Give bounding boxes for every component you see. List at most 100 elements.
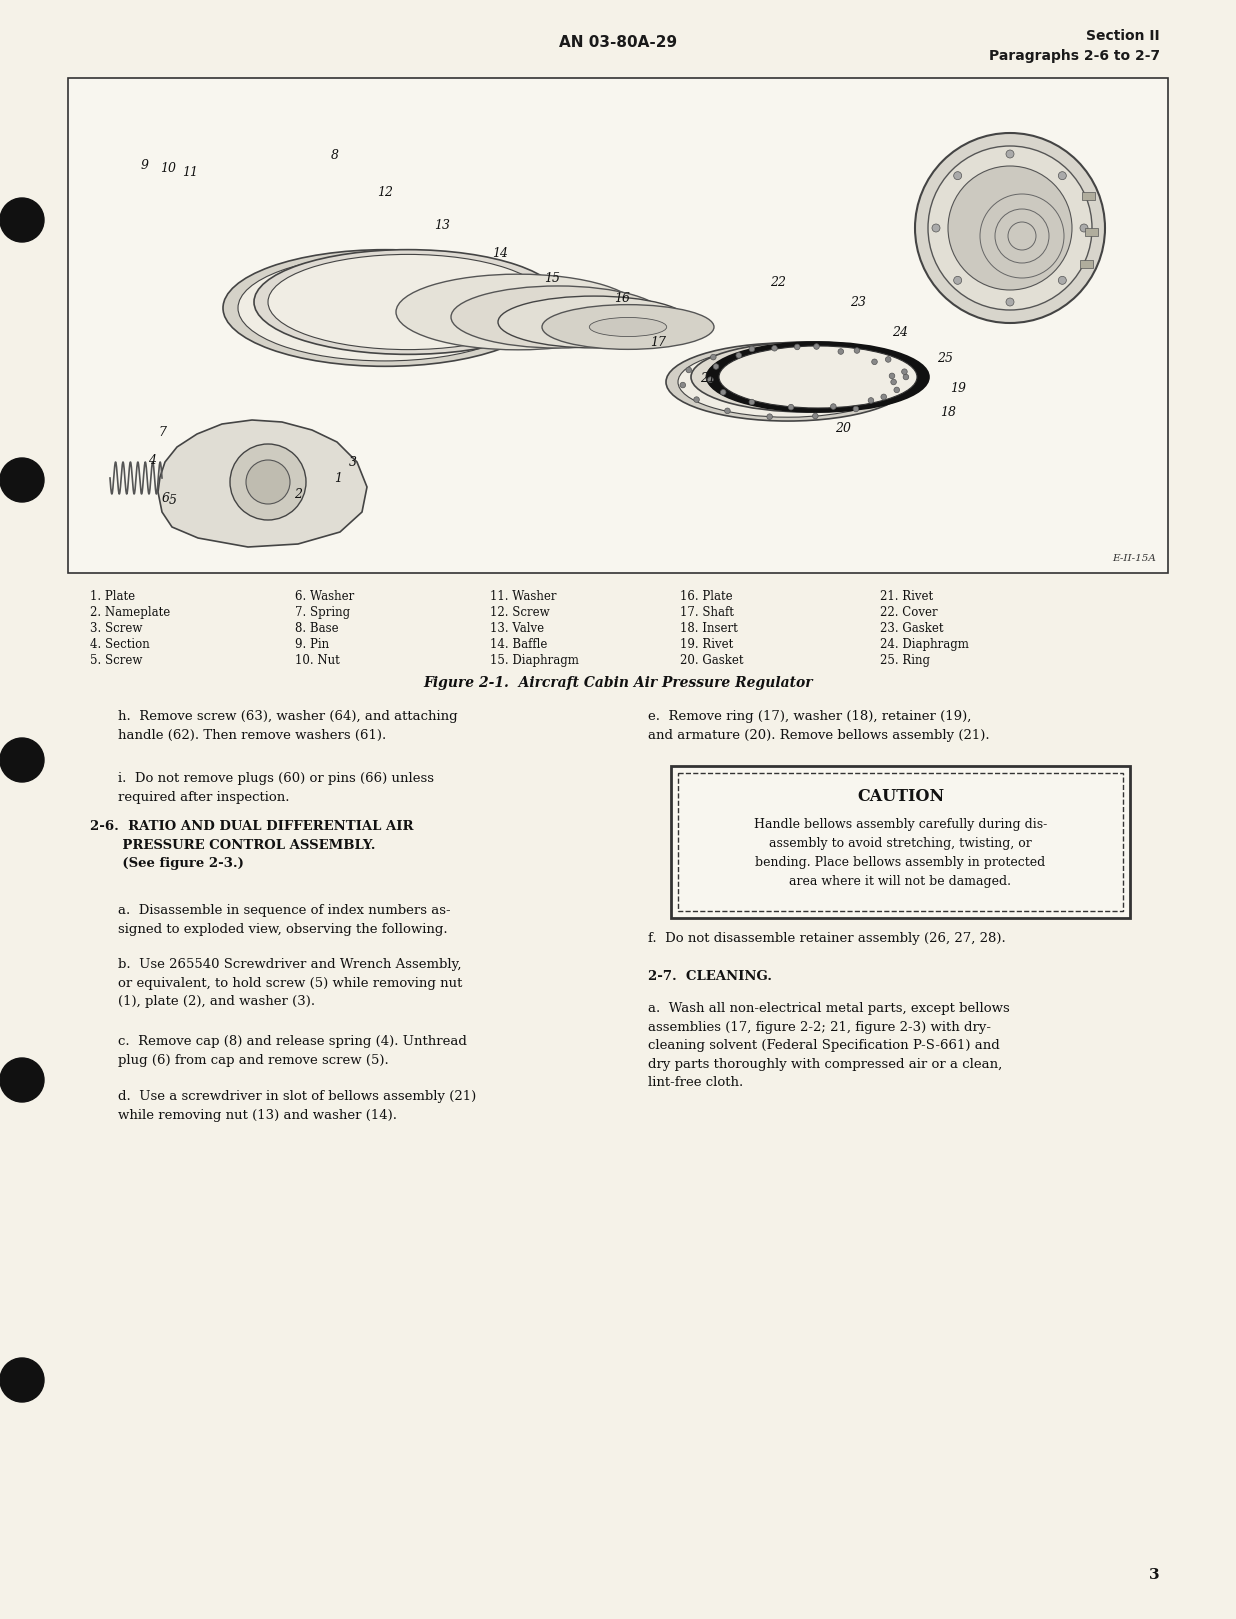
Text: h.  Remove screw (63), washer (64), and attaching
handle (62). Then remove washe: h. Remove screw (63), washer (64), and a… [117,711,457,742]
Circle shape [871,359,878,364]
Circle shape [1058,172,1067,180]
Circle shape [749,346,755,351]
Circle shape [0,458,44,502]
Circle shape [1058,277,1067,285]
Text: Figure 2-1.  Aircraft Cabin Air Pressure Regulator: Figure 2-1. Aircraft Cabin Air Pressure … [423,677,813,690]
Text: e.  Remove ring (17), washer (18), retainer (19),
and armature (20). Remove bell: e. Remove ring (17), washer (18), retain… [648,711,990,742]
Text: 4: 4 [148,453,156,466]
Text: 24: 24 [892,325,908,338]
Text: 23. Gasket: 23. Gasket [880,622,943,635]
Text: 21: 21 [700,371,716,384]
Text: 10. Nut: 10. Nut [295,654,340,667]
Circle shape [0,1358,44,1402]
Text: Handle bellows assembly carefully during dis-
assembly to avoid stretching, twis: Handle bellows assembly carefully during… [754,818,1047,887]
Text: 23: 23 [850,296,866,309]
Text: 13. Valve: 13. Valve [489,622,544,635]
Circle shape [885,356,891,363]
Text: 15. Diaphragm: 15. Diaphragm [489,654,578,667]
Text: Paragraphs 2-6 to 2-7: Paragraphs 2-6 to 2-7 [989,49,1161,63]
Circle shape [838,348,844,355]
Ellipse shape [707,342,929,411]
Text: 3. Screw: 3. Screw [90,622,142,635]
Text: 8: 8 [331,149,339,162]
Circle shape [724,408,730,413]
Circle shape [894,387,900,393]
Circle shape [928,146,1091,309]
Text: 12: 12 [377,186,393,199]
Text: 10: 10 [159,162,176,175]
Circle shape [889,372,895,379]
Circle shape [1006,151,1014,159]
Circle shape [721,390,726,395]
Circle shape [954,277,962,285]
Circle shape [891,379,896,385]
Circle shape [0,738,44,782]
Circle shape [246,460,290,504]
Text: 3: 3 [1149,1567,1161,1582]
Ellipse shape [498,296,690,348]
Ellipse shape [691,342,925,413]
Text: 22: 22 [770,275,786,288]
Ellipse shape [590,317,666,337]
Text: AN 03-80A-29: AN 03-80A-29 [559,34,677,50]
Text: 14: 14 [492,246,508,259]
Text: 18. Insert: 18. Insert [680,622,738,635]
Text: 6. Washer: 6. Washer [295,589,355,602]
Ellipse shape [719,346,917,408]
Text: a.  Wash all non-electrical metal parts, except bellows
assemblies (17, figure 2: a. Wash all non-electrical metal parts, … [648,1002,1010,1090]
Circle shape [854,348,860,353]
Ellipse shape [679,346,899,418]
Text: 1: 1 [334,471,342,484]
Bar [1082,193,1095,201]
Ellipse shape [222,249,548,366]
Ellipse shape [543,304,714,350]
Text: 8. Base: 8. Base [295,622,339,635]
Text: 16: 16 [614,291,630,304]
Text: 11: 11 [182,165,198,178]
Circle shape [789,405,794,410]
Circle shape [904,374,908,380]
Text: 17: 17 [650,335,666,348]
Circle shape [954,172,962,180]
Ellipse shape [451,287,665,348]
FancyBboxPatch shape [671,766,1130,918]
Ellipse shape [666,343,910,421]
Text: 19: 19 [950,382,967,395]
Text: 4. Section: 4. Section [90,638,150,651]
Ellipse shape [509,304,606,330]
Circle shape [713,364,719,369]
Text: 2. Nameplate: 2. Nameplate [90,606,171,618]
Text: 21. Rivet: 21. Rivet [880,589,933,602]
Circle shape [812,413,818,419]
Bar [68,78,1168,573]
Ellipse shape [551,311,638,334]
Circle shape [766,414,772,419]
Circle shape [1080,223,1088,232]
Circle shape [853,406,859,411]
Circle shape [813,343,819,350]
Text: 9: 9 [141,159,150,172]
Text: 15: 15 [544,272,560,285]
Circle shape [693,397,700,403]
Circle shape [686,368,692,372]
Text: 7: 7 [158,426,166,439]
Circle shape [831,403,836,410]
Ellipse shape [268,254,548,350]
Text: 22. Cover: 22. Cover [880,606,938,618]
Ellipse shape [255,249,562,355]
Text: a.  Disassemble in sequence of index numbers as-
signed to exploded view, observ: a. Disassemble in sequence of index numb… [117,903,451,936]
Text: 25. Ring: 25. Ring [880,654,929,667]
Text: 5. Screw: 5. Screw [90,654,142,667]
Text: 1. Plate: 1. Plate [90,589,135,602]
Text: 20. Gasket: 20. Gasket [680,654,744,667]
Text: 2-7.  CLEANING.: 2-7. CLEANING. [648,970,772,983]
Circle shape [0,198,44,241]
Text: 2: 2 [294,487,302,500]
Text: 16. Plate: 16. Plate [680,589,733,602]
Text: Section II: Section II [1086,29,1161,44]
Bar [1080,261,1093,269]
Circle shape [708,377,713,382]
Text: CAUTION: CAUTION [857,788,944,805]
Circle shape [0,1057,44,1103]
Text: 12. Screw: 12. Screw [489,606,550,618]
